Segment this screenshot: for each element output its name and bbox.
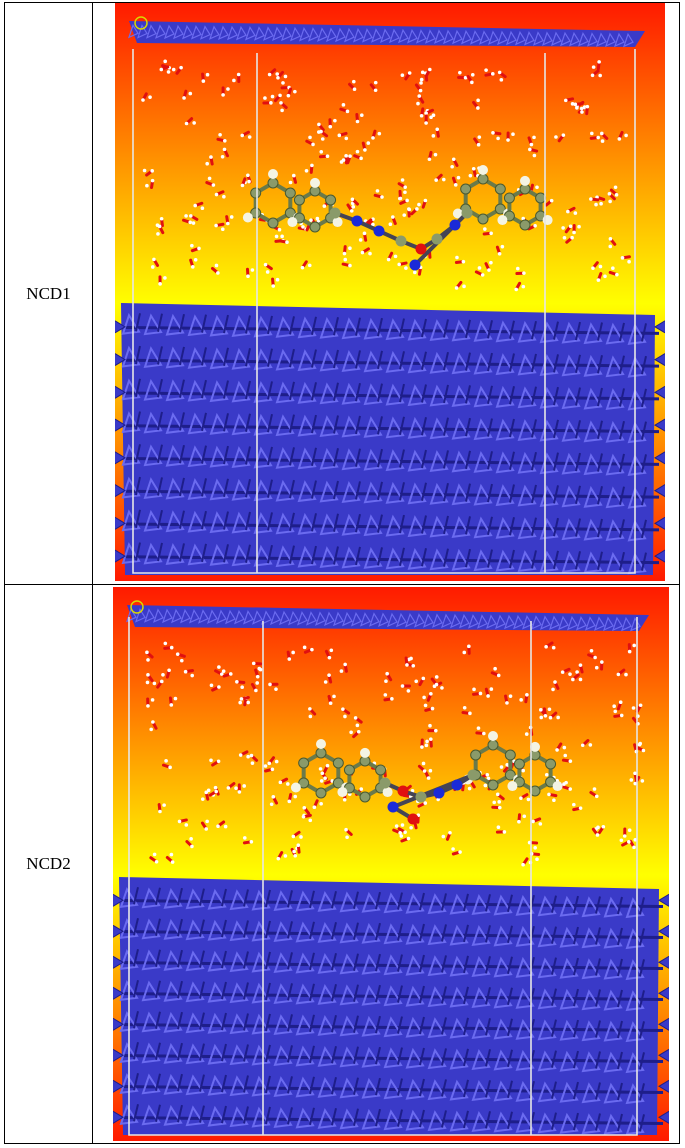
- md-simulation-snapshot: [113, 587, 669, 1141]
- row-label-cell: NCD1: [5, 3, 93, 584]
- inhibitor-molecule: [290, 731, 563, 825]
- bottom-metal-slab: [115, 303, 665, 575]
- simulation-image-cell: [93, 585, 679, 1143]
- md-simulation-snapshot: [115, 3, 665, 581]
- table-row: NCD1: [5, 3, 679, 585]
- table-row: NCD2: [5, 585, 679, 1143]
- row-label: NCD2: [26, 854, 71, 873]
- row-label: NCD1: [26, 283, 71, 303]
- figure-table: NCD1 NCD2: [4, 2, 680, 1144]
- inhibitor-molecule: [242, 165, 553, 271]
- water-molecules: [141, 59, 631, 292]
- row-label-cell: NCD2: [5, 585, 93, 1143]
- top-graphene-slab: [128, 21, 645, 48]
- simulation-box-outline: [132, 16, 636, 574]
- top-graphene-slab: [126, 605, 649, 632]
- bottom-metal-slab: [113, 877, 669, 1136]
- simulation-box-outline: [128, 600, 638, 1136]
- simulation-image-cell: [93, 3, 679, 584]
